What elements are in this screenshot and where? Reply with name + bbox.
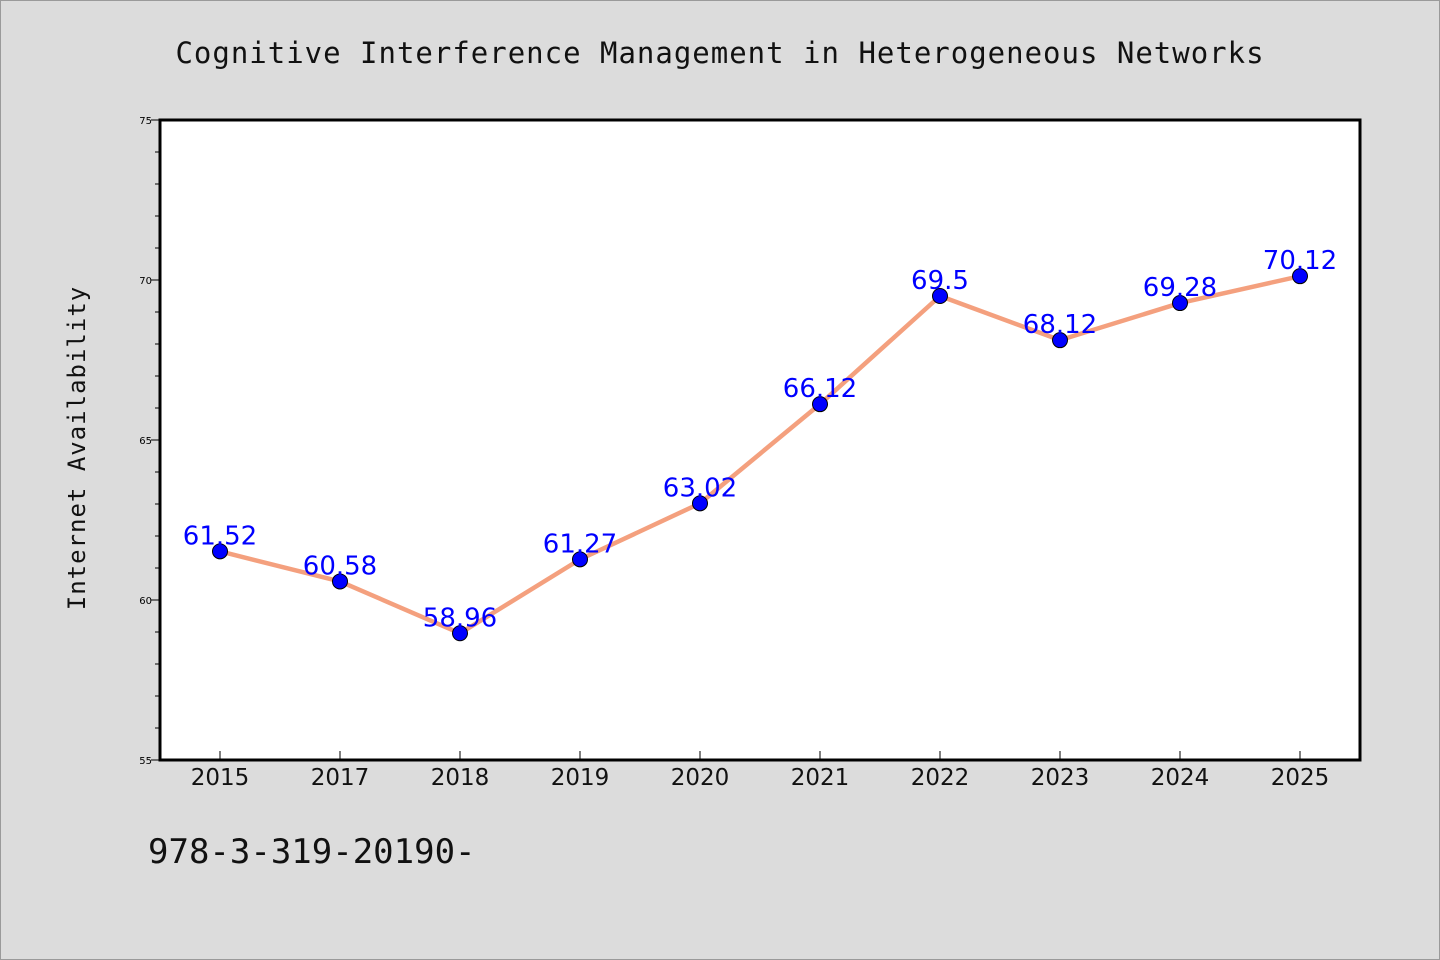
data-point <box>572 551 588 568</box>
data-point <box>1292 268 1308 285</box>
x-tick-label: 2020 <box>671 765 730 791</box>
data-point <box>332 573 348 590</box>
x-tick-label: 2019 <box>551 765 610 791</box>
data-point <box>932 288 948 304</box>
plot-frame <box>158 118 1362 762</box>
y-tick-label: 60 <box>139 596 152 607</box>
y-tick-label: 75 <box>139 116 152 127</box>
data-label: 70.12 <box>1263 246 1337 276</box>
footer-text: 978-3-319-20190- <box>148 832 476 872</box>
data-label: 69.28 <box>1143 273 1217 303</box>
data-point <box>452 625 468 642</box>
y-tick-label: 55 <box>139 756 152 767</box>
chart-title: Cognitive Interference Management in Het… <box>175 36 1265 70</box>
series-line <box>217 273 1303 636</box>
y-tick-label: 70 <box>139 276 152 287</box>
data-label: 61.27 <box>543 529 617 559</box>
x-tick-label: 2017 <box>311 765 370 791</box>
data-point <box>212 543 228 560</box>
data-label: 69.5 <box>911 266 969 296</box>
data-labels-group: 61.52 60.58 58.96 61.27 63.02 66.12 69.5 68.12 6… <box>183 246 1337 633</box>
data-point <box>692 495 708 512</box>
y-axis-label: Internet Availability <box>63 286 91 610</box>
plot-area <box>160 120 1360 760</box>
x-tick-label: 2025 <box>1271 765 1330 791</box>
y-tick-label: 65 <box>139 436 152 447</box>
data-point <box>812 396 828 413</box>
data-label: 60.58 <box>303 551 377 581</box>
x-tick-label: 2022 <box>911 765 970 791</box>
x-tick-label: 2015 <box>191 765 250 791</box>
data-label: 58.96 <box>423 603 497 633</box>
data-point <box>1052 332 1068 349</box>
x-tick-label: 2024 <box>1151 765 1210 791</box>
data-label: 63.02 <box>663 473 737 503</box>
data-label: 68.12 <box>1023 310 1097 340</box>
data-point <box>1172 295 1188 312</box>
x-tick-label: 2018 <box>431 765 490 791</box>
x-axis: 2015 2017 2018 2019 2020 2021 2022 2023 2024 2025 <box>191 751 1330 791</box>
data-label: 61.52 <box>183 521 257 551</box>
data-label: 66.12 <box>783 374 857 404</box>
series-group <box>212 268 1308 642</box>
x-tick-label: 2023 <box>1031 765 1090 791</box>
y-axis: 55 60 65 70 75 <box>139 116 160 767</box>
x-tick-label: 2021 <box>791 765 850 791</box>
